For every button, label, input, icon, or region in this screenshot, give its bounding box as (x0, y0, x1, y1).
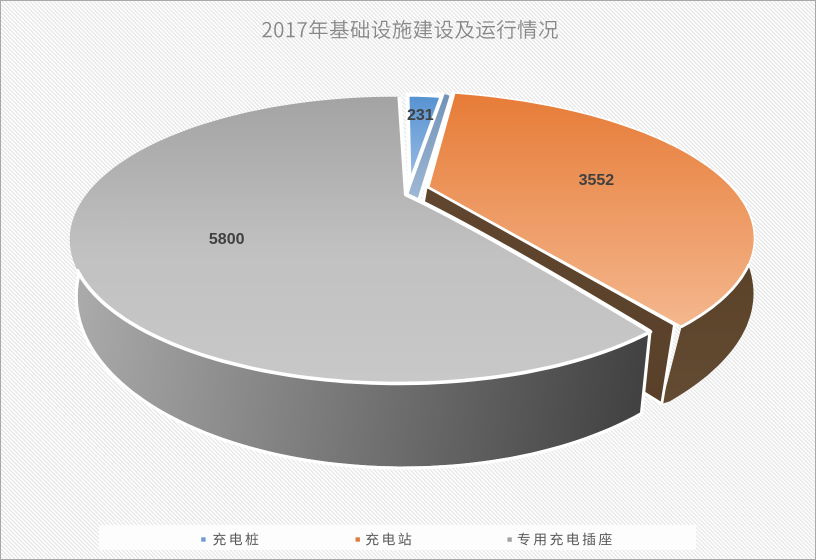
svg-text:231: 231 (407, 107, 434, 124)
svg-text:5800: 5800 (209, 231, 245, 248)
svg-text:3552: 3552 (579, 172, 615, 189)
